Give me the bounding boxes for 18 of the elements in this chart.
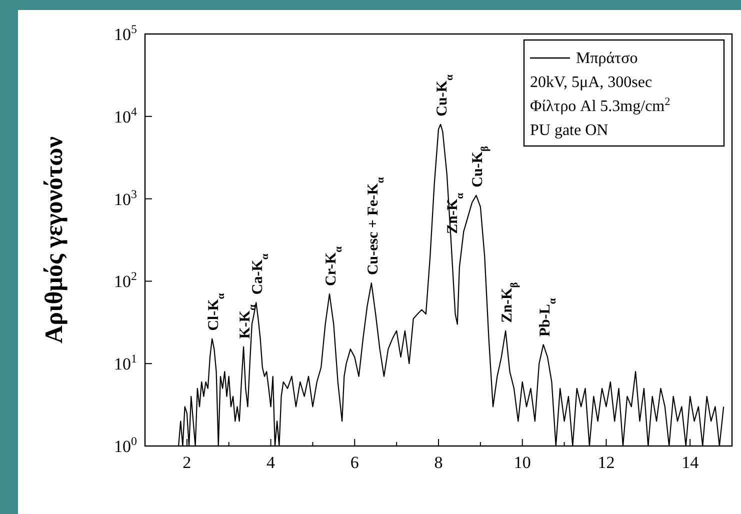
- y-tick-label: 10$^{4}$: [114, 104, 138, 126]
- x-tick-label: 2: [182, 453, 192, 472]
- annotation: 20kV, 5μA, 300sec: [530, 74, 652, 91]
- y-tick-label: 10$^{3}$: [114, 186, 138, 209]
- y-tick-label: 10$^{0}$: [114, 434, 138, 456]
- x-tick-label: 4: [266, 453, 276, 472]
- y-tick-label: 10$^{1}$: [114, 352, 138, 374]
- y-tick-label: 10$^{2}$: [114, 269, 138, 292]
- annotation: PU gate ON: [530, 122, 609, 139]
- x-tick-label: 8: [434, 453, 443, 472]
- y-axis-title: Αριθμός γεγονότων: [41, 136, 68, 344]
- y-tick-label: 10$^{5}$: [114, 22, 138, 44]
- x-tick-label: 6: [350, 453, 359, 472]
- legend-label: Μπράτσο: [576, 50, 638, 67]
- x-tick-label: 14: [682, 453, 700, 472]
- x-tick-label: 10: [514, 453, 531, 472]
- x-tick-label: 12: [598, 453, 615, 472]
- annotation: Φίλτρο Al 5.3mg/cm$^{2}$: [530, 96, 670, 115]
